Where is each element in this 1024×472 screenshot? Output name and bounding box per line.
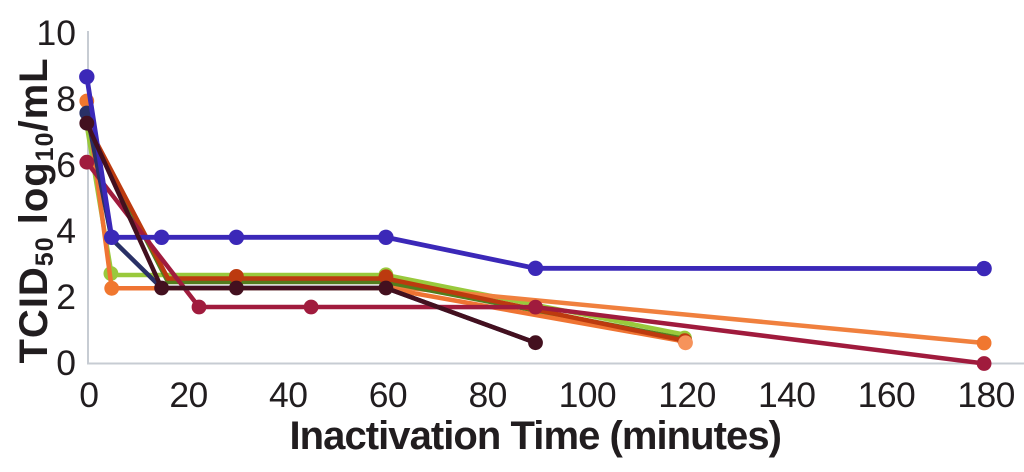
svg-text:160: 160 [858,375,915,415]
svg-text:120: 120 [658,375,715,415]
svg-text:TCID: TCID [12,266,56,363]
svg-text:2: 2 [56,277,76,317]
svg-text:Inactivation Time (minutes): Inactivation Time (minutes) [290,414,781,458]
svg-text:0: 0 [56,343,76,383]
svg-text:/mL: /mL [12,57,56,131]
svg-text:140: 140 [758,375,815,415]
svg-text:10: 10 [31,131,59,161]
svg-text:60: 60 [369,375,407,415]
svg-text:80: 80 [468,375,506,415]
svg-text:40: 40 [269,375,307,415]
svg-text:6: 6 [56,145,76,185]
svg-text:10: 10 [37,13,77,53]
svg-text:50: 50 [31,236,59,266]
svg-text:0: 0 [79,375,98,415]
svg-text:8: 8 [56,79,76,119]
svg-text:log: log [12,161,56,236]
svg-text:4: 4 [56,211,76,251]
svg-text:100: 100 [559,375,616,415]
svg-text:180: 180 [957,375,1014,415]
svg-text:20: 20 [169,375,207,415]
